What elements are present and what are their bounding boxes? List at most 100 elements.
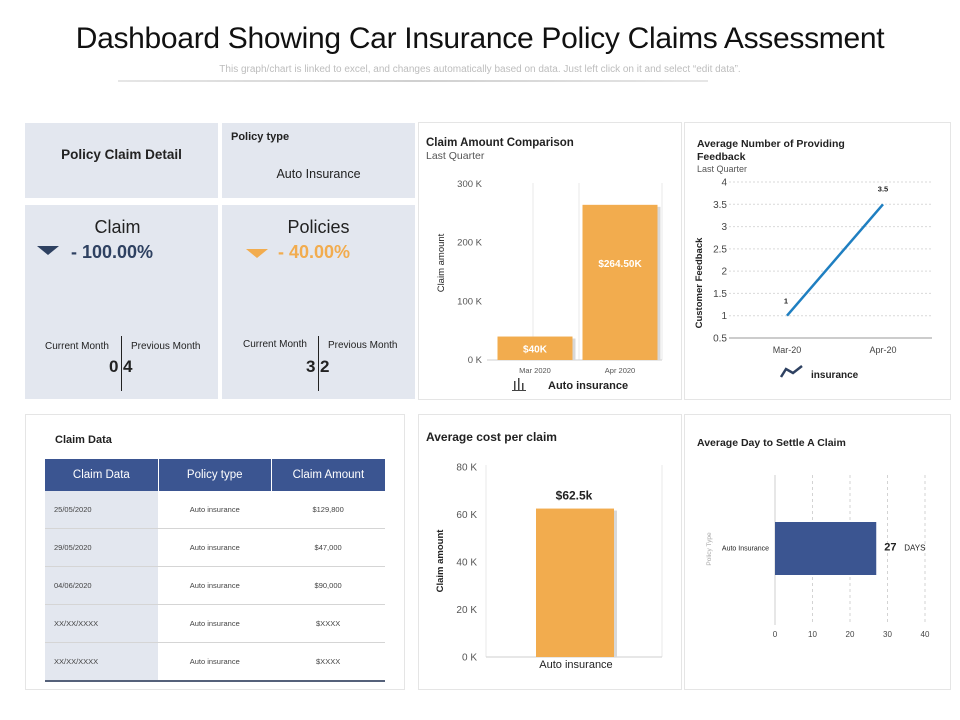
table-row: 04/06/2020 Auto insurance $90,000 <box>45 566 385 605</box>
claim-amount-cell: $XXXX <box>271 604 385 643</box>
x-tick-label: 0 <box>773 630 778 639</box>
policies-previous-month-value: 2 <box>320 357 330 376</box>
y-tick-label: 40 K <box>456 558 477 569</box>
bar-shadow <box>572 338 576 360</box>
claim-amount-cell: $129,800 <box>271 491 385 529</box>
policies-current-month-value: 3 <box>306 357 316 376</box>
policy-type-value: Auto Insurance <box>276 167 361 181</box>
x-tick-label: Apr-20 <box>869 345 896 355</box>
policy-type-cell: Auto insurance <box>158 642 272 682</box>
table-row: XX/XX/XXXX Auto insurance $XXXX <box>45 642 385 682</box>
policy-type-cell: Auto insurance <box>158 604 272 643</box>
table-row: 29/05/2020 Auto insurance $47,000 <box>45 528 385 567</box>
policy-type-cell: Auto insurance <box>158 566 272 605</box>
claim-current-month-value: 0 <box>109 357 119 376</box>
y-tick-label: 1 <box>721 311 727 322</box>
y-tick-label: 20 K <box>456 605 477 616</box>
claim-amount-comparison-chart: Claim amount Auto insurance 0 K 100 K 200 … <box>436 179 663 392</box>
y-tick-label: 0 K <box>462 653 477 664</box>
policy-type-panel: Policy type Auto Insurance <box>222 123 415 198</box>
chart-title: Average Number of Providing Feedback <box>697 138 845 163</box>
table-row: XX/XX/XXXX Auto insurance $XXXX <box>45 604 385 643</box>
claim-date-cell: 25/05/2020 <box>45 491 159 529</box>
y-axis-label: Claim amount <box>435 529 446 593</box>
y-tick-label: 2.5 <box>713 244 727 255</box>
policy-type-cell: Auto insurance <box>158 491 272 529</box>
claim-kpi-panel: Claim - 100.00% Current Month Previous M… <box>25 205 218 399</box>
data-label: 3.5 <box>878 184 888 193</box>
data-label: $264.50K <box>598 259 642 270</box>
claim-data-table: Claim Data Policy type Claim Amount 25/0… <box>45 459 385 682</box>
bar <box>497 336 573 360</box>
unit-label: DAYS <box>904 544 925 553</box>
average-days-card: Average Day to Settle A Claim Policy Typ… <box>684 414 951 690</box>
policy-type-cell: Auto insurance <box>158 528 272 567</box>
x-tick-label: Mar-20 <box>773 345 802 355</box>
bar <box>536 508 614 657</box>
claim-kpi-divider <box>121 336 122 391</box>
legend-line-icon <box>779 365 803 378</box>
x-tick-label: 30 <box>883 630 892 639</box>
table-row: 25/05/2020 Auto insurance $129,800 <box>45 491 385 529</box>
chart-subtitle: Last Quarter <box>697 164 748 174</box>
average-days-chart: Policy Type 0 10 20 30 40 Auto Insurance 27 DAY… <box>706 475 930 639</box>
y-axis-label: Policy Type <box>706 532 713 566</box>
y-tick-label: 1.5 <box>713 289 727 300</box>
claim-date-cell: XX/XX/XXXX <box>45 642 159 682</box>
policies-kpi-title: Policies <box>287 217 350 237</box>
column-header[interactable]: Policy type <box>158 459 272 491</box>
y-tick-label: 0 K <box>468 355 483 366</box>
chart-title: Average cost per claim <box>426 430 557 444</box>
claim-data-title: Claim Data <box>55 434 112 446</box>
y-tick-label: 3.5 <box>713 200 727 211</box>
policies-current-month-label: Current Month <box>243 339 307 350</box>
column-header[interactable]: Claim Amount <box>271 459 385 491</box>
policy-claim-detail-panel: Policy Claim Detail <box>25 123 218 198</box>
claim-amount-cell: $XXXX <box>271 642 385 682</box>
x-tick-label: Apr 2020 <box>605 366 635 375</box>
bar-shadow <box>614 510 617 657</box>
claim-current-month-label: Current Month <box>45 341 109 352</box>
chart-title: Claim Amount Comparison <box>426 137 574 149</box>
y-tick-label: 200 K <box>457 238 482 249</box>
column-header[interactable]: Claim Data <box>45 459 159 491</box>
legend-label: insurance <box>811 370 859 381</box>
x-tick-label: 40 <box>921 630 930 639</box>
claim-date-cell: XX/XX/XXXX <box>45 604 159 643</box>
y-tick-label: 300 K <box>457 179 482 190</box>
claim-previous-month-value: 4 <box>123 357 133 376</box>
policies-kpi-panel: Policies - 40.00% Current Month Previous… <box>222 205 415 399</box>
chart-subtitle: Last Quarter <box>426 150 485 162</box>
average-cost-card: Average cost per claim Claim amount 0 K 2… <box>418 414 682 690</box>
data-label: $62.5k <box>556 489 593 503</box>
data-label: 27 <box>884 542 896 554</box>
policies-previous-month-label: Previous Month <box>328 340 398 351</box>
claim-kpi-change: - 100.00% <box>71 242 154 262</box>
data-label: $40K <box>523 344 548 355</box>
x-tick-label: 20 <box>846 630 855 639</box>
bar <box>775 522 877 575</box>
claim-date-cell: 29/05/2020 <box>45 528 159 567</box>
chart-title: Average Day to Settle A Claim <box>697 437 846 449</box>
page-subtitle: This graph/chart is linked to excel, and… <box>219 64 741 75</box>
policy-type-label: Policy type <box>231 131 290 143</box>
title-divider <box>118 80 708 82</box>
claim-amount-cell: $90,000 <box>271 566 385 605</box>
x-tick-label: 10 <box>808 630 817 639</box>
claim-amount-cell: $47,000 <box>271 528 385 567</box>
data-label: 1 <box>784 297 788 306</box>
legend-bar-icon <box>512 378 526 391</box>
y-tick-label: Auto Insurance <box>722 546 769 553</box>
x-tick-label: Auto insurance <box>539 659 612 671</box>
page-title: Dashboard Showing Car Insurance Policy C… <box>75 22 885 55</box>
y-tick-label: 2 <box>721 267 727 278</box>
y-tick-label: 3 <box>721 222 727 233</box>
claim-kpi-title: Claim <box>94 217 141 237</box>
y-tick-label: 0.5 <box>713 334 727 345</box>
y-tick-label: 100 K <box>457 296 482 307</box>
feedback-card: Average Number of Providing Feedback Las… <box>684 122 951 400</box>
y-axis-label: Claim amount <box>436 233 447 292</box>
policy-claim-detail-label: Policy Claim Detail <box>61 147 182 162</box>
claim-amount-comparison-card: Claim Amount Comparison Last Quarter Cla… <box>418 122 682 400</box>
legend-label: Auto insurance <box>548 380 628 392</box>
